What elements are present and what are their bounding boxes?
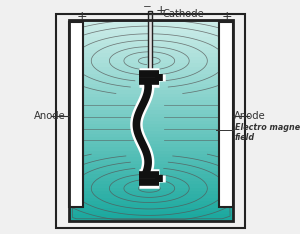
Polygon shape (69, 117, 233, 121)
Polygon shape (69, 191, 233, 194)
Polygon shape (69, 73, 233, 77)
Polygon shape (69, 198, 233, 201)
Text: Anode: Anode (234, 111, 266, 121)
Text: +: + (222, 10, 232, 23)
Polygon shape (69, 151, 233, 154)
Polygon shape (69, 37, 233, 40)
Polygon shape (69, 124, 233, 127)
Polygon shape (69, 77, 233, 80)
Polygon shape (69, 181, 233, 184)
Polygon shape (69, 134, 233, 137)
Polygon shape (69, 100, 233, 104)
Polygon shape (69, 27, 233, 30)
Text: −: − (143, 3, 152, 12)
Polygon shape (69, 114, 233, 117)
Polygon shape (69, 84, 233, 87)
Polygon shape (69, 178, 233, 181)
Polygon shape (69, 33, 233, 37)
Text: Electro magnetic
field: Electro magnetic field (235, 123, 300, 142)
Polygon shape (69, 157, 233, 161)
Polygon shape (69, 208, 233, 211)
Polygon shape (69, 87, 233, 90)
Polygon shape (69, 127, 233, 131)
Polygon shape (69, 53, 233, 57)
Polygon shape (69, 194, 233, 198)
Polygon shape (69, 188, 233, 191)
Polygon shape (69, 214, 233, 218)
Polygon shape (69, 211, 233, 214)
Text: +: + (77, 10, 88, 23)
Polygon shape (69, 110, 233, 114)
Polygon shape (69, 30, 233, 33)
Polygon shape (69, 137, 233, 141)
Polygon shape (69, 80, 233, 84)
Polygon shape (69, 23, 233, 27)
Polygon shape (69, 43, 233, 47)
Polygon shape (69, 218, 233, 221)
Polygon shape (69, 161, 233, 164)
Polygon shape (69, 121, 233, 124)
Bar (148, 11, 152, 89)
Polygon shape (69, 164, 233, 168)
Polygon shape (69, 154, 233, 157)
Polygon shape (69, 57, 233, 60)
Polygon shape (69, 67, 233, 70)
Polygon shape (69, 168, 233, 171)
Polygon shape (69, 94, 233, 97)
Polygon shape (69, 70, 233, 73)
Text: +: + (156, 4, 166, 17)
Polygon shape (69, 20, 233, 23)
Polygon shape (69, 97, 233, 100)
Polygon shape (69, 174, 233, 178)
Polygon shape (69, 147, 233, 151)
Polygon shape (69, 184, 233, 188)
Polygon shape (69, 201, 233, 204)
Polygon shape (69, 171, 233, 174)
Polygon shape (69, 63, 233, 67)
Bar (69, 22, 83, 207)
Polygon shape (69, 40, 233, 43)
Bar (220, 22, 233, 207)
Polygon shape (69, 131, 233, 134)
Polygon shape (69, 144, 233, 147)
Polygon shape (69, 107, 233, 110)
Text: Cathode: Cathode (163, 9, 205, 19)
Polygon shape (69, 204, 233, 208)
Polygon shape (69, 60, 233, 63)
Polygon shape (69, 141, 233, 144)
Polygon shape (69, 50, 233, 53)
Text: Anode: Anode (34, 111, 66, 121)
Polygon shape (69, 47, 233, 50)
Polygon shape (69, 90, 233, 94)
Polygon shape (69, 104, 233, 107)
